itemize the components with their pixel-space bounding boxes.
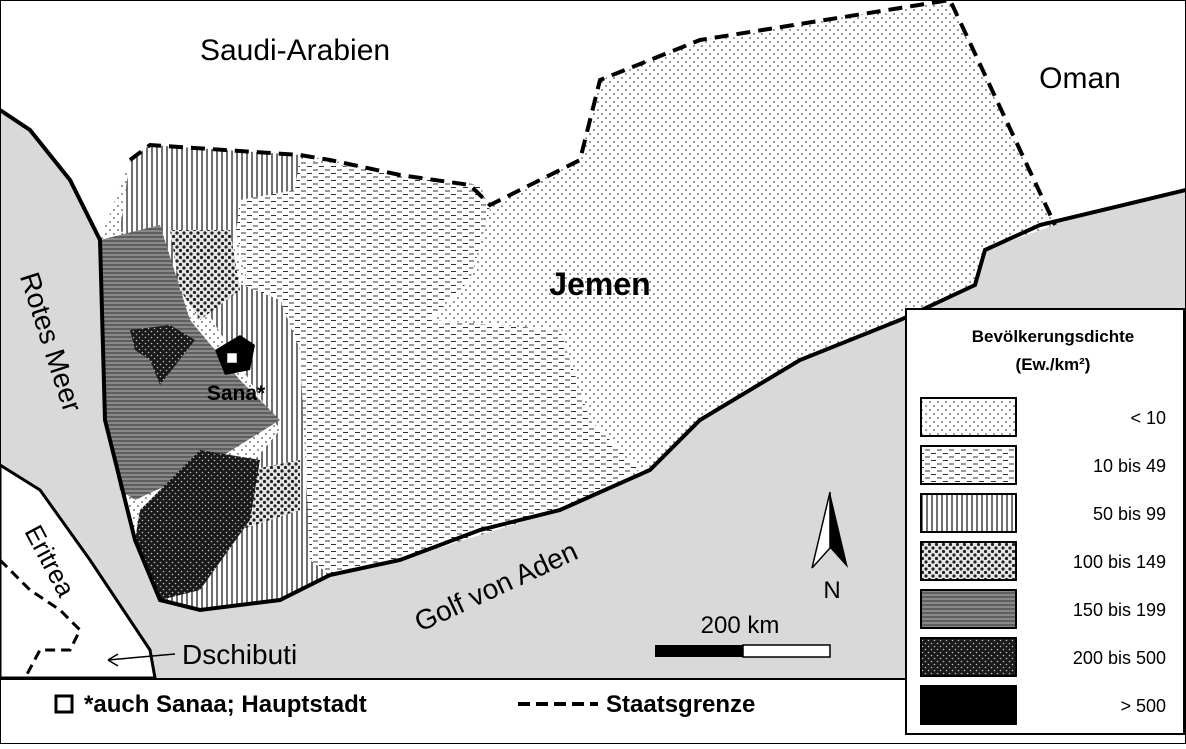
legend-label: 10 bis 49 <box>1093 456 1166 476</box>
legend-label: > 500 <box>1120 696 1166 716</box>
region-100-149 <box>170 230 240 320</box>
region-10-49 <box>230 160 640 575</box>
label-yemen: Jemen <box>549 266 650 302</box>
region-150-199 <box>100 225 280 500</box>
north-arrow <box>830 492 848 568</box>
legend-swatch <box>920 445 1017 485</box>
sea <box>0 110 1186 678</box>
legend-swatch <box>920 685 1017 725</box>
north-label: N <box>823 577 840 604</box>
legend-label: 50 bis 99 <box>1093 504 1166 524</box>
scale-label: 200 km <box>701 612 780 639</box>
coastline <box>0 108 1186 613</box>
label-saudi: Saudi-Arabien <box>200 34 390 67</box>
label-oman: Oman <box>1039 62 1121 95</box>
region-200-500 <box>135 450 260 600</box>
state-border <box>128 0 1057 226</box>
legend-swatch <box>920 637 1017 677</box>
legend-swatch <box>920 493 1017 533</box>
capital-marker <box>224 350 240 366</box>
footer-border: Staatsgrenze <box>606 691 755 718</box>
legend-unit: (Ew./km²) <box>1016 355 1091 374</box>
legend-label: 200 bis 500 <box>1073 648 1166 668</box>
legend-swatch <box>920 589 1017 629</box>
arrow <box>107 653 176 667</box>
scale-bar <box>655 645 743 657</box>
legend-label: 100 bis 149 <box>1073 552 1166 572</box>
legend-swatch <box>920 541 1017 581</box>
capital-icon <box>54 694 74 714</box>
legend: Bevölkerungsdichte (Ew./km²) < 10 10 bis … <box>905 308 1185 735</box>
legend-label: < 10 <box>1130 408 1166 428</box>
legend-swatch <box>920 397 1017 437</box>
region-200-500 <box>130 325 195 385</box>
footer-capital: *auch Sanaa; Hauptstadt <box>84 691 367 718</box>
label-djibouti: Dschibuti <box>182 639 297 670</box>
legend-title: Bevölkerungsdichte <box>972 327 1135 346</box>
scale-bar <box>742 644 831 658</box>
legend-label: 150 bis 199 <box>1073 600 1166 620</box>
label-capital: Sana* <box>207 382 266 405</box>
